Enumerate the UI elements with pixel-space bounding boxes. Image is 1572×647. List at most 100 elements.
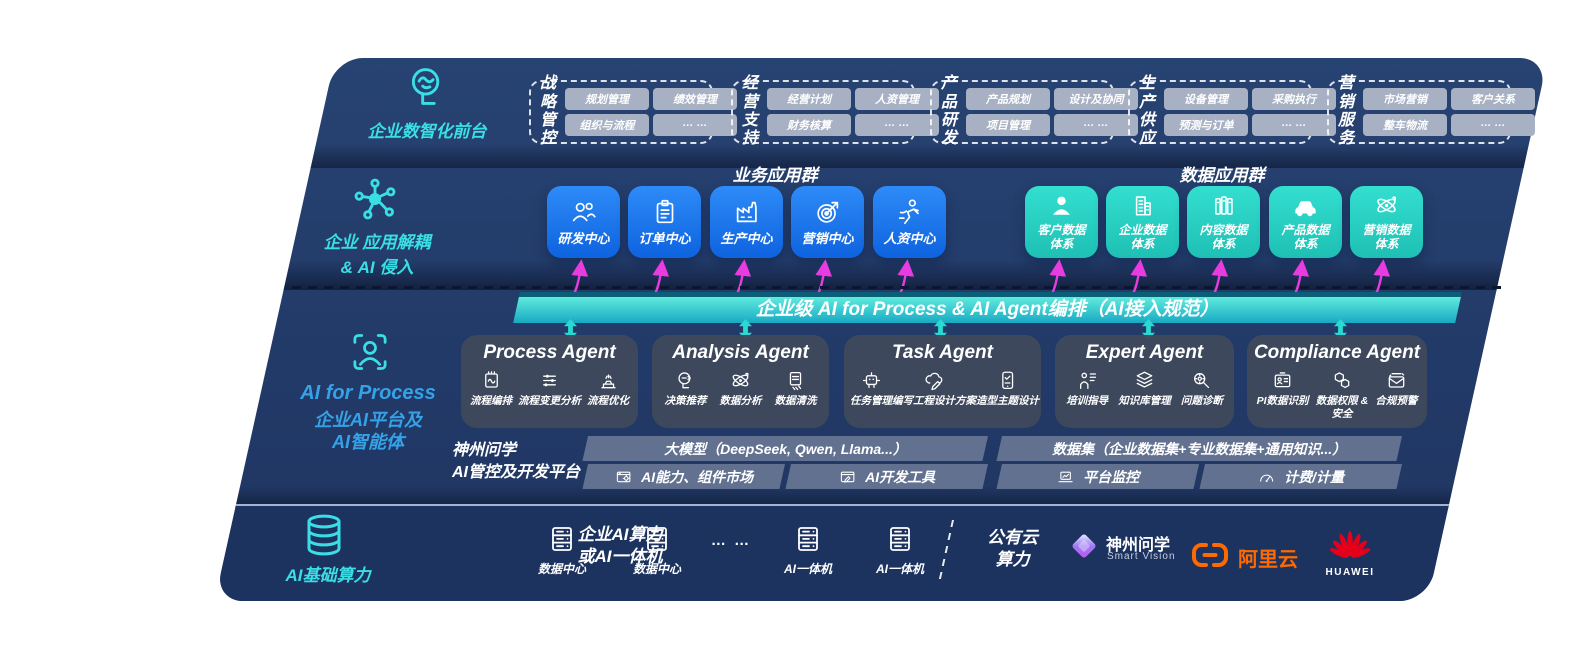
chip: 整车物流 — [1363, 114, 1448, 136]
agent-title: Analysis Agent — [672, 342, 809, 363]
agent-item-label: 决策推荐 — [664, 395, 707, 407]
tile-production-center: 生产中心 — [710, 186, 783, 258]
chip: 设备管理 — [1164, 88, 1249, 110]
alert-mail-icon — [1385, 369, 1408, 392]
business-apps-header: 业务应用群 — [732, 166, 818, 185]
agent-item-label: 数据权限 & 安全 — [1315, 395, 1369, 420]
tile-marketing-center: 营销中心 — [791, 186, 864, 258]
molecule-icon — [352, 176, 398, 222]
shenzhou-wenxue-logo — [1072, 534, 1096, 558]
agent-title: Task Agent — [891, 342, 993, 363]
atom-icon — [729, 369, 752, 392]
chip-label: 计费/计量 — [1284, 468, 1345, 485]
shenzhou-logo-name: 神州问学 — [1106, 537, 1171, 554]
gauge-icon — [1257, 467, 1276, 486]
layers-icon — [1133, 369, 1156, 392]
billing-metering-chip: 计费/计量 — [1199, 464, 1402, 489]
process-agent-card: Process Agent 流程编排 流程变更分析 流程优化 — [461, 335, 638, 428]
platform-monitor-chip: 平台监控 — [996, 464, 1199, 489]
agent-item-label: 培训指导 — [1066, 395, 1109, 407]
optimize-icon — [597, 369, 620, 392]
chip: 预测与订单 — [1164, 114, 1249, 136]
agents-layer-label-cn2: AI智能体 — [332, 432, 404, 452]
chip: 经营计划 — [767, 88, 852, 110]
chip: 组织与流程 — [565, 114, 650, 136]
chip: … … — [1252, 114, 1337, 136]
atom-icon — [1373, 192, 1400, 219]
aliyun-logo-icon — [1192, 543, 1228, 567]
agent-item-label: 流程优化 — [587, 395, 629, 407]
cloud-pencil-icon — [923, 369, 946, 392]
shield-icon — [1330, 369, 1353, 392]
server-icon — [884, 523, 916, 555]
person-icon — [1048, 192, 1075, 219]
agent-item-label: 数据清洗 — [774, 395, 817, 407]
chip: 项目管理 — [966, 114, 1051, 136]
agent-title: Process Agent — [483, 342, 616, 363]
tile-rd-center: 研发中心 — [547, 186, 620, 258]
model-bar: 大模型（DeepSeek, Qwen, Llama...） — [582, 436, 988, 461]
agent-item-label: 问题诊断 — [1180, 395, 1223, 407]
tile-label: 订单中心 — [638, 231, 691, 247]
chip: … … — [855, 114, 940, 136]
ai-appliance-label: AI一体机 — [783, 562, 832, 576]
building-icon — [1129, 192, 1156, 219]
ellipsis-text: … … — [710, 532, 752, 549]
dataset-bar: 数据集（企业数据集+专业数据集+通用知识...） — [996, 436, 1402, 461]
dataset-bar-text: 数据集（企业数据集+专业数据集+通用知识...） — [1052, 440, 1347, 457]
agent-item-label: 数据分析 — [719, 395, 762, 407]
tile-label: 内容数据 体系 — [1199, 223, 1248, 251]
chip-label: AI开发工具 — [865, 468, 936, 485]
server-icon — [546, 523, 578, 555]
public-cloud-text: 公有云 算力 — [987, 528, 1038, 570]
tile-label: 生产中心 — [720, 231, 773, 247]
agents-layer-label-en: AI for Process — [300, 382, 436, 404]
tile-label: 营销数据 体系 — [1362, 223, 1411, 251]
window-pencil-icon — [838, 467, 857, 486]
people-icon — [569, 197, 599, 227]
data-apps-header: 数据应用群 — [1179, 166, 1265, 185]
front-group-operation: 经营 支持 经营计划 人资管理 财务核算 … … — [731, 75, 940, 147]
front-layer-label: 企业数智化前台 — [367, 122, 487, 141]
chip: … … — [1054, 114, 1139, 136]
front-group-strategy: 战略 管控 规划管理 绩效管理 组织与流程 … … — [529, 75, 738, 147]
chip-label: AI能力、组件市场 — [641, 468, 754, 485]
car-icon — [1292, 192, 1319, 219]
head-brain-icon — [404, 66, 450, 112]
chip: 采购执行 — [1252, 88, 1337, 110]
clipboard-icon — [650, 197, 680, 227]
decision-head-icon — [674, 369, 697, 392]
tile-label: 营销中心 — [801, 231, 854, 247]
tile-customer-data: 客户数据 体系 — [1025, 186, 1098, 258]
ai-capability-market-chip: AI能力、组件市场 — [582, 464, 785, 489]
dashed-divider-line — [292, 286, 1504, 289]
group-title: 战略 管控 — [540, 75, 557, 148]
front-group-marketing: 营销 服务 市场营销 客户关系 整车物流 … … — [1327, 75, 1536, 147]
agent-item-label: 知识库管理 — [1118, 395, 1171, 407]
banner-text: 企业级 AI for Process & AI Agent编排（AI接入规范） — [755, 299, 1219, 320]
window-gear-icon — [614, 467, 633, 486]
ai-dev-tools-chip: AI开发工具 — [785, 464, 988, 489]
model-bar-text: 大模型（DeepSeek, Qwen, Llama...） — [663, 440, 907, 457]
tile-hr-center: 人资中心 — [873, 186, 946, 258]
laptop-chart-icon — [1056, 467, 1075, 486]
agents-layer-label-cn1: 企业AI平台及 — [314, 410, 422, 430]
chip: 设计及协同 — [1054, 88, 1139, 110]
clean-doc-icon — [784, 369, 807, 392]
task-agent-card: Task Agent 任务管理 编写工程设计方案 造型主题设计 — [844, 335, 1041, 428]
compliance-agent-card: Compliance Agent PI数据识别 数据权限 & 安全 合规预警 — [1247, 335, 1427, 428]
chip: 规划管理 — [565, 88, 650, 110]
huawei-logo-name: HUAWEI — [1325, 567, 1375, 578]
tile-product-data: 产品数据 体系 — [1269, 186, 1342, 258]
chip: 人资管理 — [855, 88, 940, 110]
tile-label: 产品数据 体系 — [1281, 223, 1330, 251]
diagnose-icon — [1190, 369, 1213, 392]
enterprise-compute-text: 企业AI算力 或AI一体机 — [577, 525, 663, 567]
tile-order-center: 订单中心 — [628, 186, 701, 258]
process-doc-icon — [480, 369, 503, 392]
trainer-icon — [1076, 369, 1099, 392]
agent-item-label: 流程变更分析 — [518, 395, 581, 407]
chip: 绩效管理 — [653, 88, 738, 110]
tile-content-data: 内容数据 体系 — [1187, 186, 1260, 258]
